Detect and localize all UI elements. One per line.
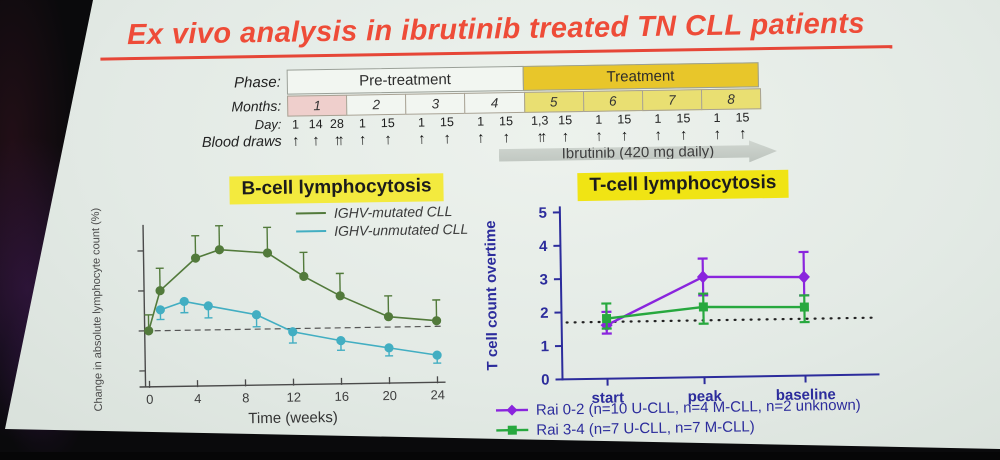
blood-draw-arrow: ↑ bbox=[312, 132, 320, 150]
phase-cell: Treatment bbox=[522, 62, 759, 91]
blood-draw-arrow: ↑ bbox=[680, 126, 688, 144]
svg-text:16: 16 bbox=[334, 389, 349, 404]
day-column: 1 14 28 bbox=[288, 116, 347, 133]
day-column: 1 15 bbox=[407, 114, 466, 131]
svg-text:0: 0 bbox=[541, 372, 550, 389]
square-legend-marker bbox=[495, 423, 529, 438]
blood-draw-arrow: ↑ bbox=[359, 131, 367, 149]
slide-title: Ex vivo analysis in ibrutinib treated TN… bbox=[100, 7, 893, 60]
arrow-column: ↑↑ bbox=[584, 127, 643, 148]
month-cell: 1 bbox=[287, 95, 347, 117]
months-row-label: Months: bbox=[183, 96, 288, 119]
svg-text:4: 4 bbox=[194, 391, 201, 406]
arrow-column: ↑↑↑ bbox=[525, 128, 584, 149]
blood-draw-arrow: ↑ bbox=[595, 128, 603, 146]
arrow-column: ↑↑↑↑ bbox=[289, 132, 348, 153]
month-cell: 6 bbox=[583, 90, 643, 112]
blood-draw-arrow: ↑ bbox=[292, 132, 300, 150]
day-tick-label: 1 bbox=[654, 111, 661, 127]
blood-draw-arrow: ↑ bbox=[443, 130, 451, 148]
blood-draw-arrow: ↑ bbox=[713, 126, 721, 144]
arrow-column: ↑↑ bbox=[348, 131, 407, 152]
svg-text:1: 1 bbox=[541, 338, 550, 355]
day-tick-label: 15 bbox=[676, 110, 690, 126]
day-tick-label: 1 bbox=[359, 115, 366, 131]
svg-text:Time (weeks): Time (weeks) bbox=[248, 409, 338, 427]
blood-draw-arrow: ↑↑ bbox=[536, 129, 543, 147]
day-row-label: Day: bbox=[183, 117, 288, 135]
day-tick-label: 1 bbox=[713, 110, 720, 126]
month-cell: 7 bbox=[642, 89, 702, 111]
day-column: 1 15 bbox=[643, 110, 702, 127]
blood-draw-arrow: ↑ bbox=[621, 127, 629, 145]
bcell-chart: 0 4 8 12 16 20 24 Time (weeks) Change in absolut… bbox=[85, 186, 469, 437]
legend-label: Rai 3-4 (n=7 U-CLL, n=7 M-CLL) bbox=[536, 418, 755, 438]
svg-text:2: 2 bbox=[540, 305, 549, 322]
blood-draw-arrow: ↑ bbox=[562, 128, 570, 146]
day-tick-label: 1,3 bbox=[531, 113, 549, 129]
blood-draw-arrow: ↑ bbox=[418, 130, 426, 148]
arrow-column: ↑↑ bbox=[466, 129, 525, 150]
day-tick-label: 15 bbox=[499, 113, 513, 129]
day-tick-label: 15 bbox=[617, 111, 631, 127]
phase-row-label: Phase: bbox=[183, 70, 288, 97]
svg-text:4: 4 bbox=[539, 238, 548, 255]
day-tick-label: 14 bbox=[309, 116, 323, 132]
day-tick-label: 28 bbox=[330, 116, 344, 132]
svg-text:5: 5 bbox=[538, 205, 547, 222]
blood-draw-arrow: ↑↑ bbox=[334, 132, 341, 150]
day-tick-label: 1 bbox=[595, 112, 602, 128]
svg-text:20: 20 bbox=[382, 388, 397, 403]
day-tick-label: 1 bbox=[477, 114, 484, 130]
blood-draw-arrow: ↑ bbox=[384, 131, 392, 149]
arrow-column: ↑↑ bbox=[407, 130, 466, 151]
svg-text:3: 3 bbox=[539, 271, 548, 288]
blood-draws-label: Blood draws bbox=[184, 133, 289, 155]
phase-cell: Pre-treatment bbox=[287, 66, 524, 95]
day-tick-label: 1 bbox=[292, 116, 299, 132]
day-tick-label: 15 bbox=[381, 115, 395, 131]
svg-text:24: 24 bbox=[430, 387, 445, 402]
day-column: 1 15 bbox=[466, 113, 525, 130]
day-tick-label: 1 bbox=[418, 114, 425, 130]
month-cell: 4 bbox=[464, 92, 524, 114]
arrow-column: ↑↑ bbox=[643, 126, 702, 147]
svg-text:T cell count overtime: T cell count overtime bbox=[482, 220, 501, 370]
day-tick-label: 15 bbox=[440, 114, 454, 130]
day-tick-label: 15 bbox=[558, 112, 572, 128]
day-column: 1,3 15 bbox=[525, 112, 584, 129]
svg-text:0: 0 bbox=[146, 392, 153, 407]
blood-draw-arrow: ↑ bbox=[477, 130, 485, 148]
day-column: 1 15 bbox=[584, 111, 643, 128]
tcell-chart-legend: Rai 0-2 (n=10 U-CLL, n=4 M-CLL, n=2 unkn… bbox=[495, 395, 861, 441]
svg-text:Change in absolute lymphocyte: Change in absolute lymphocyte count (%) bbox=[90, 208, 105, 412]
month-cell: 2 bbox=[346, 94, 406, 116]
day-tick-label: 15 bbox=[735, 109, 749, 125]
svg-text:8: 8 bbox=[242, 390, 249, 405]
blood-draw-arrow: ↑ bbox=[502, 129, 510, 147]
blood-draw-arrow: ↑ bbox=[654, 127, 662, 145]
blood-draw-arrow: ↑ bbox=[739, 125, 747, 143]
month-cell: 3 bbox=[405, 93, 465, 115]
diamond-legend-marker bbox=[495, 403, 529, 418]
day-column: 1 15 bbox=[702, 109, 761, 126]
svg-text:12: 12 bbox=[286, 389, 301, 404]
month-cell: 8 bbox=[701, 88, 761, 110]
month-cell: 5 bbox=[523, 91, 583, 113]
day-column: 1 15 bbox=[347, 115, 406, 132]
